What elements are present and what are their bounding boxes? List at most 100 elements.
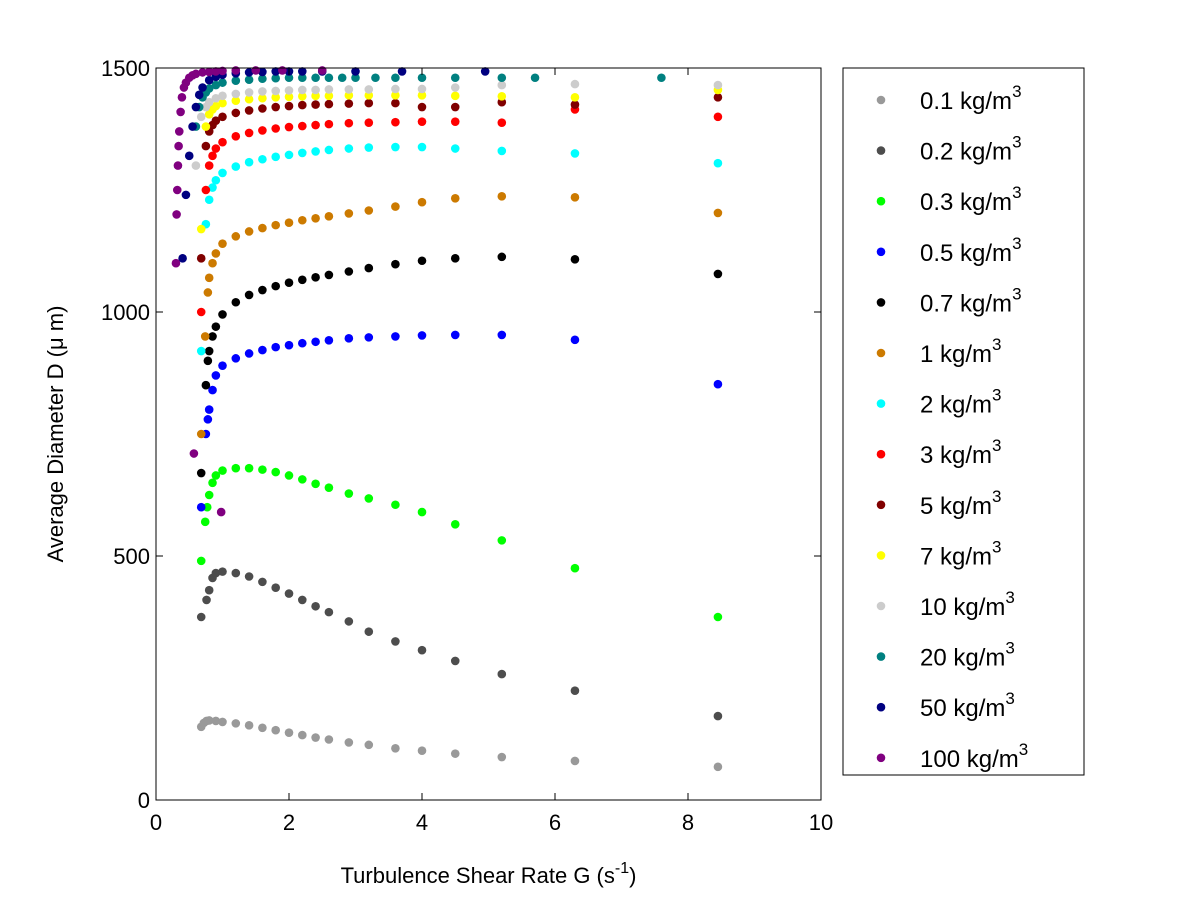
data-point [324,119,334,129]
data-point [364,333,374,342]
legend-unit: kg/m [947,645,1006,672]
legend-unit: kg/m [933,493,992,520]
data-point [344,144,354,153]
data-point [713,762,723,772]
legend-unit: kg/m [953,240,1012,267]
data-point [344,267,354,276]
data-point [497,669,507,679]
legend-label: 0.5 kg/m3 [920,234,1022,267]
data-point [196,307,206,317]
data-point [211,67,221,76]
data-point [713,80,723,90]
legend-marker [876,196,886,206]
data-point [271,467,281,477]
data-point [231,96,241,105]
legend-value: 20 [920,645,947,672]
data-point [211,322,221,331]
data-point [196,556,206,566]
data-point [570,193,580,202]
legend-entry: 100 kg/m3 [876,740,1028,773]
legend-unit: kg/m [947,594,1006,621]
data-point [208,385,217,395]
data-point [391,332,400,341]
data-point [258,126,267,135]
data-point [258,67,267,77]
series-3 [196,105,723,317]
legend-unit-sup: 3 [1005,639,1014,658]
series-0_7 [196,252,723,478]
legend-entry: 20 kg/m3 [876,639,1015,672]
data-point [198,83,207,92]
data-point [258,577,267,587]
data-point [450,254,460,263]
legend-unit-sup: 3 [1012,234,1021,253]
data-point [324,735,334,744]
data-point [391,84,400,94]
x-axis-label: Turbulence Shear Rate G (s-1) [341,860,637,888]
x-tick-label: 8 [682,810,694,835]
legend-entry: 3 kg/m3 [876,436,1002,469]
legend-unit: kg/m [960,746,1019,773]
data-point [497,118,507,127]
data-point [284,122,294,132]
legend-entry: 10 kg/m3 [876,588,1015,621]
data-point [311,120,320,130]
data-point [271,67,281,76]
data-point [364,118,374,127]
data-point [364,98,374,108]
data-point [231,162,241,171]
data-point [317,66,327,75]
data-point [324,483,334,492]
data-point [171,258,181,268]
data-point [218,91,227,101]
legend-marker [876,298,886,307]
legend-value: 1 [920,341,933,368]
data-point [298,73,307,83]
legend-label: 20 kg/m3 [920,639,1015,672]
data-point [298,85,307,95]
data-point [196,468,206,478]
data-point [450,749,460,758]
data-point [298,215,307,225]
data-point [258,74,267,84]
plot-area [171,66,723,772]
legend-label: 0.3 kg/m3 [920,183,1022,216]
data-point [218,137,227,147]
legend-value: 0.5 [920,240,953,267]
data-point [391,637,400,646]
data-point [284,218,294,227]
data-point [570,79,580,89]
data-point [203,415,213,424]
data-point [191,69,201,79]
data-point [196,612,206,622]
y-axis-label: Average Diameter D (μ m) [43,306,68,563]
data-point [344,489,354,498]
legend-value: 50 [920,695,947,722]
data-point [311,273,320,282]
x-axis-label-sup: -1 [615,860,629,877]
data-point [208,183,217,192]
data-point [211,93,221,103]
data-point [450,117,460,126]
data-point [417,73,427,83]
legend-marker [876,247,886,257]
data-point [397,67,407,76]
legend-unit-sup: 3 [1012,82,1021,101]
legend-unit-sup: 3 [992,537,1001,556]
legend-unit-sup: 3 [1012,284,1021,303]
series-50 [178,67,490,263]
data-point [391,91,400,100]
legend-marker [876,753,886,763]
data-point [231,76,241,85]
data-point [204,67,214,77]
data-point [391,73,400,83]
data-point [298,67,307,76]
data-point [244,128,254,138]
data-point [311,479,320,489]
data-point [244,75,254,85]
data-point [244,94,254,104]
legend-entry: 0.5 kg/m3 [876,234,1022,267]
data-point [177,92,187,102]
data-point [201,185,211,195]
data-point [189,449,199,458]
